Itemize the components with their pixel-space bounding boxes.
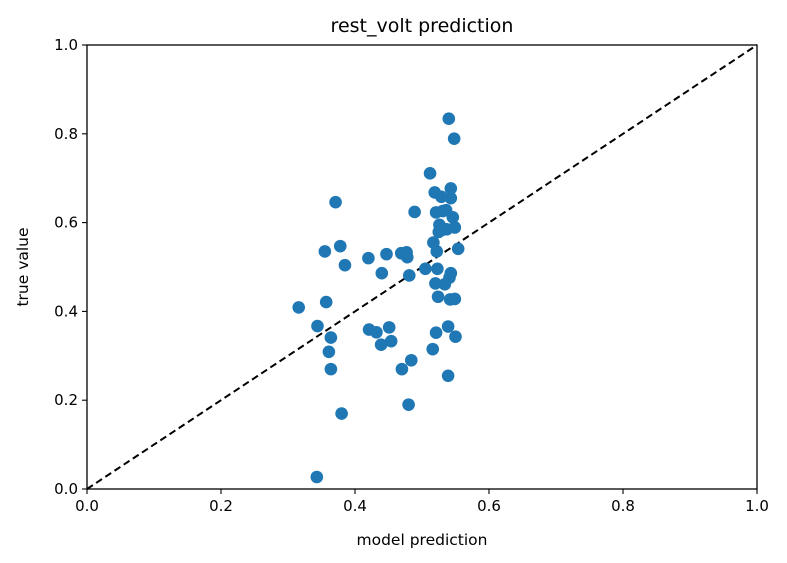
scatter-point [431, 262, 444, 276]
scatter-point [324, 331, 338, 344]
chart-title: rest_volt prediction [331, 15, 514, 37]
scatter-point [362, 251, 375, 265]
scatter-point [444, 182, 458, 195]
scatter-point [384, 334, 398, 348]
scatter-point [430, 245, 444, 258]
y-tick-label: 0.2 [54, 391, 78, 409]
scatter-point [319, 295, 333, 309]
y-tick-label: 0.8 [54, 125, 78, 143]
points-layer [292, 112, 465, 484]
scatter-point [438, 278, 452, 291]
x-axis: 0.0 0.2 0.4 0.6 0.8 1.0 [75, 489, 769, 515]
scatter-point [338, 258, 352, 272]
scatter-point [441, 369, 455, 383]
scatter-point [335, 407, 348, 420]
scatter-point [402, 269, 416, 282]
y-tick-label: 0.4 [54, 302, 78, 320]
x-tick-label: 0.0 [75, 497, 99, 515]
scatter-point [374, 338, 388, 352]
x-tick-label: 0.2 [209, 497, 233, 515]
scatter-point [419, 262, 432, 276]
scatter-point [441, 320, 455, 333]
x-tick-label: 0.6 [477, 497, 501, 515]
x-tick-label: 0.4 [343, 497, 367, 515]
scatter-point [451, 242, 465, 256]
scatter-point [442, 112, 456, 126]
scatter-point [311, 319, 324, 333]
scatter-point [431, 290, 445, 304]
scatter-point [444, 191, 458, 205]
scatter-point [448, 292, 462, 306]
scatter-point [446, 210, 460, 224]
scatter-point [408, 205, 421, 219]
y-axis: 0.0 0.2 0.4 0.6 0.8 1.0 [54, 36, 87, 498]
scatter-point [402, 398, 415, 411]
scatter-point [292, 301, 306, 314]
scatter-point [382, 321, 396, 334]
scatter-point [333, 239, 347, 253]
scatter-point [318, 245, 332, 258]
scatter-point [324, 362, 338, 376]
scatter-point [370, 325, 383, 339]
scatter-point [395, 362, 409, 376]
scatter-point [429, 326, 443, 340]
plot-frame [86, 44, 758, 490]
scatter-point [400, 250, 414, 264]
scatter-point [375, 266, 389, 280]
scatter-point [322, 345, 336, 359]
y-tick-label: 0.0 [54, 480, 78, 498]
x-tick-label: 1.0 [745, 497, 769, 515]
scatter-point [329, 195, 342, 209]
scatter-point [404, 353, 418, 367]
scatter-point [440, 222, 454, 236]
scatter-point [449, 330, 462, 344]
scatter-point [380, 247, 393, 261]
scatter-point [435, 190, 448, 204]
scatter-point [310, 470, 324, 484]
y-tick-label: 1.0 [54, 36, 78, 54]
scatter-point [429, 277, 442, 290]
y-axis-label: true value [14, 227, 32, 306]
scatter-point [426, 342, 440, 356]
y-tick-label: 0.6 [54, 214, 78, 232]
scatter-point [423, 167, 437, 180]
scatter-point [447, 132, 461, 145]
x-axis-label: model prediction [357, 531, 488, 549]
x-tick-label: 0.8 [611, 497, 635, 515]
